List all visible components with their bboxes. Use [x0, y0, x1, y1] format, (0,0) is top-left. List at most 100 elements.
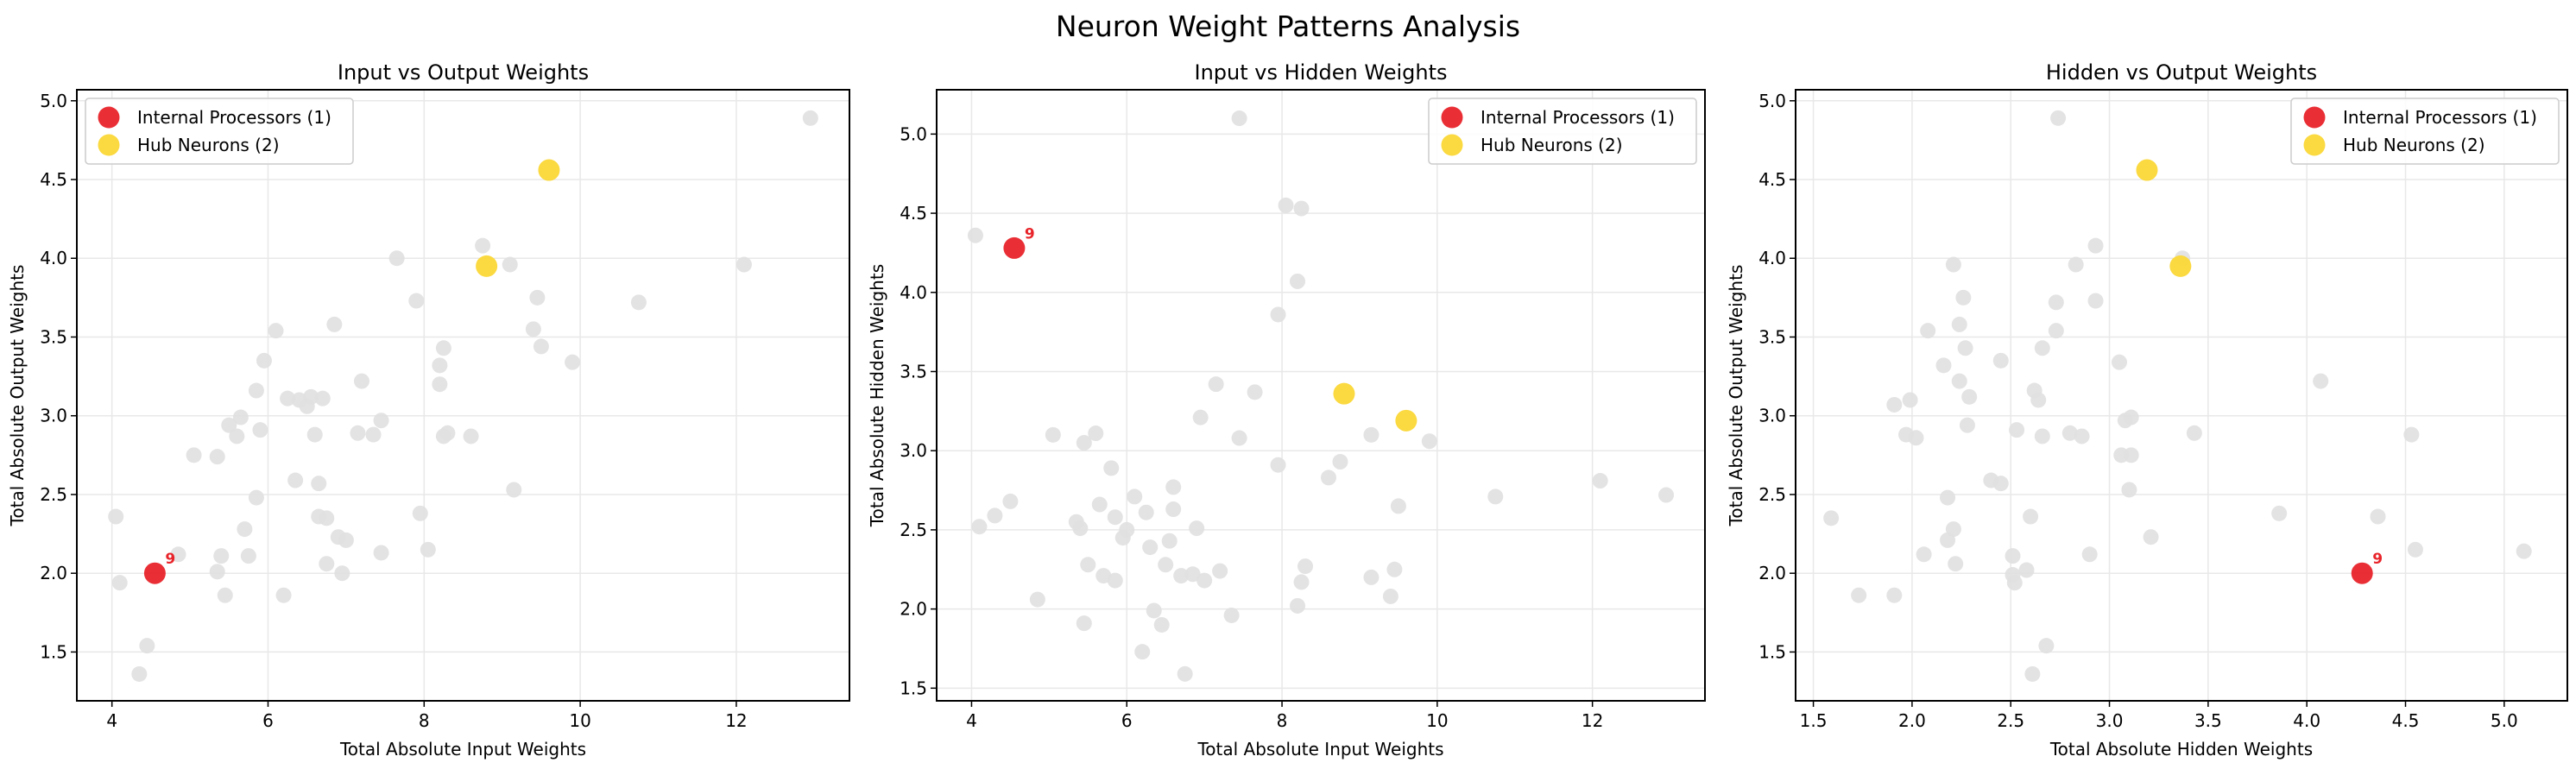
legend-label: Hub Neurons (2)	[1481, 135, 1623, 155]
data-point	[1076, 615, 1092, 632]
data-point	[1072, 520, 1089, 537]
data-point	[314, 390, 331, 407]
hub-neuron-point	[1333, 382, 1355, 405]
y-tick-label: 5.0	[1758, 91, 1786, 111]
data-point	[306, 426, 323, 443]
data-point	[2068, 256, 2084, 273]
data-point	[1153, 616, 1170, 633]
data-point	[1134, 644, 1151, 660]
chart-title: Hidden vs Output Weights	[2046, 60, 2317, 85]
data-point	[1951, 316, 1967, 332]
data-point	[1146, 602, 1162, 619]
y-tick-label: 1.5	[1758, 641, 1786, 662]
data-point	[502, 256, 518, 273]
data-point	[1951, 373, 1967, 389]
y-tick-label: 3.5	[1758, 326, 1786, 347]
data-point	[1270, 457, 1286, 473]
data-point	[1823, 510, 1840, 526]
y-tick-label: 4.0	[900, 282, 927, 303]
data-point	[217, 587, 233, 603]
data-point	[2034, 340, 2050, 356]
data-point	[475, 237, 491, 254]
x-tick-label: 12	[725, 710, 747, 731]
legend-label: Hub Neurons (2)	[2343, 135, 2485, 155]
y-tick-label: 3.0	[40, 406, 67, 426]
hub-neuron-point	[2169, 255, 2192, 277]
data-point	[630, 294, 647, 311]
axes-frame	[936, 89, 1706, 702]
data-point	[1231, 110, 1247, 127]
data-point	[971, 519, 988, 535]
internal-processor-point	[143, 562, 166, 584]
x-tick-label: 8	[419, 710, 430, 731]
data-point	[209, 564, 225, 580]
data-point	[365, 426, 382, 443]
data-point	[2030, 392, 2047, 408]
y-tick-label: 2.0	[900, 599, 927, 620]
y-axis-label: Total Absolute Output Weights	[1726, 265, 1746, 527]
data-point	[334, 565, 350, 582]
y-tick-label: 2.0	[40, 563, 67, 583]
data-point	[802, 110, 818, 126]
y-tick-label: 4.0	[40, 248, 67, 268]
data-point	[2143, 529, 2159, 545]
data-point	[2111, 354, 2127, 370]
axes-frame	[1795, 89, 2568, 702]
y-tick-label: 1.5	[900, 678, 927, 698]
legend-box	[1428, 98, 1697, 165]
data-point	[1076, 435, 1092, 451]
data-point	[1390, 498, 1406, 514]
data-point	[1935, 357, 1952, 374]
x-tick-label: 3.0	[2096, 710, 2124, 731]
legend-marker-hub	[98, 134, 120, 156]
x-tick-label: 1.5	[1800, 710, 1828, 731]
data-point	[1002, 493, 1019, 509]
legend: Internal Processors (1) Hub Neurons (2)	[1428, 98, 1697, 165]
data-point	[2005, 548, 2021, 564]
data-point	[1961, 388, 1978, 405]
chart-panel-3: 9 1.5 2.0 2.5 3.0 3.5 4.0 4.5 5.0 1.5 2.0 2.5 3.0 3.5…	[1726, 60, 2568, 760]
data-point	[2123, 409, 2139, 425]
data-point	[1142, 539, 1159, 556]
data-point	[256, 352, 272, 369]
data-point	[350, 425, 366, 441]
data-point	[1103, 460, 1120, 476]
hub-neuron-point	[2136, 159, 2158, 181]
data-point	[1992, 476, 2009, 492]
data-point	[237, 521, 253, 538]
data-point	[1119, 521, 1135, 538]
chart-title: Input vs Hidden Weights	[1194, 60, 1447, 85]
legend-label: Hub Neurons (2)	[137, 135, 280, 155]
data-point	[2009, 422, 2025, 438]
data-point	[108, 508, 124, 525]
legend-label: Internal Processors (1)	[1481, 107, 1675, 128]
legend-marker-internal	[1441, 106, 1463, 129]
data-point	[432, 376, 448, 393]
chart-title: Input vs Output Weights	[338, 60, 589, 85]
data-point	[111, 575, 128, 591]
data-point	[248, 489, 264, 506]
data-point	[439, 425, 456, 441]
data-point	[1332, 454, 1348, 470]
data-point	[388, 250, 405, 267]
data-point	[1177, 665, 1193, 682]
data-point	[1955, 289, 1972, 306]
x-tick-label: 4	[106, 710, 117, 731]
data-point	[1208, 376, 1224, 393]
data-point	[2024, 665, 2041, 682]
data-point	[506, 482, 522, 498]
data-point	[1173, 568, 1190, 584]
y-tick-label: 3.5	[40, 326, 67, 347]
data-point	[1192, 409, 1209, 425]
data-point	[2034, 428, 2050, 444]
data-point	[1948, 556, 1964, 572]
point-label: 9	[2372, 551, 2383, 568]
data-point	[1363, 569, 1380, 585]
data-point	[1278, 197, 1294, 213]
data-point	[2516, 543, 2532, 559]
data-point	[1945, 521, 1961, 538]
data-point	[1095, 568, 1112, 584]
data-point	[338, 532, 354, 548]
